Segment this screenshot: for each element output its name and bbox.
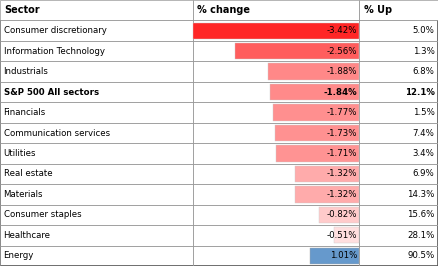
Bar (359, 205, 438, 225)
Bar (193, 23, 359, 39)
Bar (0, 246, 193, 266)
Bar (193, 205, 359, 225)
Text: 15.6%: 15.6% (407, 210, 434, 219)
Bar (359, 246, 438, 266)
Bar (310, 248, 359, 264)
Bar (359, 82, 438, 102)
Bar (193, 143, 359, 164)
Bar (193, 102, 359, 123)
Text: 28.1%: 28.1% (407, 231, 434, 240)
Bar (193, 225, 359, 246)
Bar (359, 102, 438, 123)
Text: Consumer staples: Consumer staples (4, 210, 81, 219)
Bar (0, 102, 193, 123)
Text: 12.1%: 12.1% (405, 88, 434, 97)
Bar (334, 227, 359, 243)
Text: Materials: Materials (4, 190, 43, 199)
Bar (0, 143, 193, 164)
Text: Utilities: Utilities (4, 149, 36, 158)
Bar (359, 225, 438, 246)
Bar (359, 20, 438, 41)
Text: -1.73%: -1.73% (326, 128, 357, 138)
Bar (270, 84, 359, 100)
Text: % Up: % Up (364, 5, 392, 15)
Bar (193, 246, 359, 266)
Text: Healthcare: Healthcare (4, 231, 50, 240)
Bar (193, 41, 359, 61)
Bar (359, 164, 438, 184)
Text: Real estate: Real estate (4, 169, 52, 178)
Text: -1.77%: -1.77% (326, 108, 357, 117)
Text: -2.56%: -2.56% (326, 47, 357, 56)
Bar (359, 61, 438, 82)
Bar (0, 225, 193, 246)
Bar (193, 184, 359, 205)
Bar (359, 0, 438, 20)
Bar (0, 0, 438, 20)
Text: Sector: Sector (4, 5, 40, 15)
Text: -0.51%: -0.51% (326, 231, 357, 240)
Text: Consumer discretionary: Consumer discretionary (4, 26, 106, 35)
Bar (0, 164, 193, 184)
Bar (359, 41, 438, 61)
Text: -1.71%: -1.71% (326, 149, 357, 158)
Bar (0, 123, 193, 143)
Text: 7.4%: 7.4% (413, 128, 434, 138)
Text: 6.8%: 6.8% (413, 67, 434, 76)
Bar (275, 125, 359, 141)
Text: -0.82%: -0.82% (326, 210, 357, 219)
Text: Information Technology: Information Technology (4, 47, 105, 56)
Bar (295, 166, 359, 182)
Text: Communication services: Communication services (4, 128, 110, 138)
Bar (359, 184, 438, 205)
Bar (268, 63, 359, 80)
Text: 1.3%: 1.3% (413, 47, 434, 56)
Bar (0, 205, 193, 225)
Bar (193, 61, 359, 82)
Bar (193, 82, 359, 102)
Text: 1.5%: 1.5% (413, 108, 434, 117)
Text: Industrials: Industrials (4, 67, 48, 76)
Bar (193, 20, 359, 41)
Bar (193, 0, 359, 20)
Bar (235, 43, 359, 59)
Text: -1.32%: -1.32% (326, 169, 357, 178)
Text: Financials: Financials (4, 108, 46, 117)
Text: -1.32%: -1.32% (326, 190, 357, 199)
Bar (273, 104, 359, 121)
Bar (193, 164, 359, 184)
Text: -3.42%: -3.42% (326, 26, 357, 35)
Bar (0, 0, 193, 20)
Bar (0, 20, 193, 41)
Text: 5.0%: 5.0% (413, 26, 434, 35)
Bar (295, 186, 359, 203)
Bar (0, 82, 193, 102)
Bar (276, 145, 359, 162)
Bar (0, 184, 193, 205)
Bar (359, 143, 438, 164)
Bar (319, 207, 359, 223)
Text: 1.01%: 1.01% (330, 251, 357, 260)
Text: 6.9%: 6.9% (413, 169, 434, 178)
Bar (359, 123, 438, 143)
Bar (193, 123, 359, 143)
Text: 14.3%: 14.3% (407, 190, 434, 199)
Bar (0, 41, 193, 61)
Text: -1.84%: -1.84% (323, 88, 357, 97)
Text: % change: % change (197, 5, 250, 15)
Text: 90.5%: 90.5% (407, 251, 434, 260)
Text: S&P 500 All sectors: S&P 500 All sectors (4, 88, 99, 97)
Text: Energy: Energy (4, 251, 34, 260)
Text: -1.88%: -1.88% (326, 67, 357, 76)
Bar (0, 61, 193, 82)
Text: 3.4%: 3.4% (413, 149, 434, 158)
